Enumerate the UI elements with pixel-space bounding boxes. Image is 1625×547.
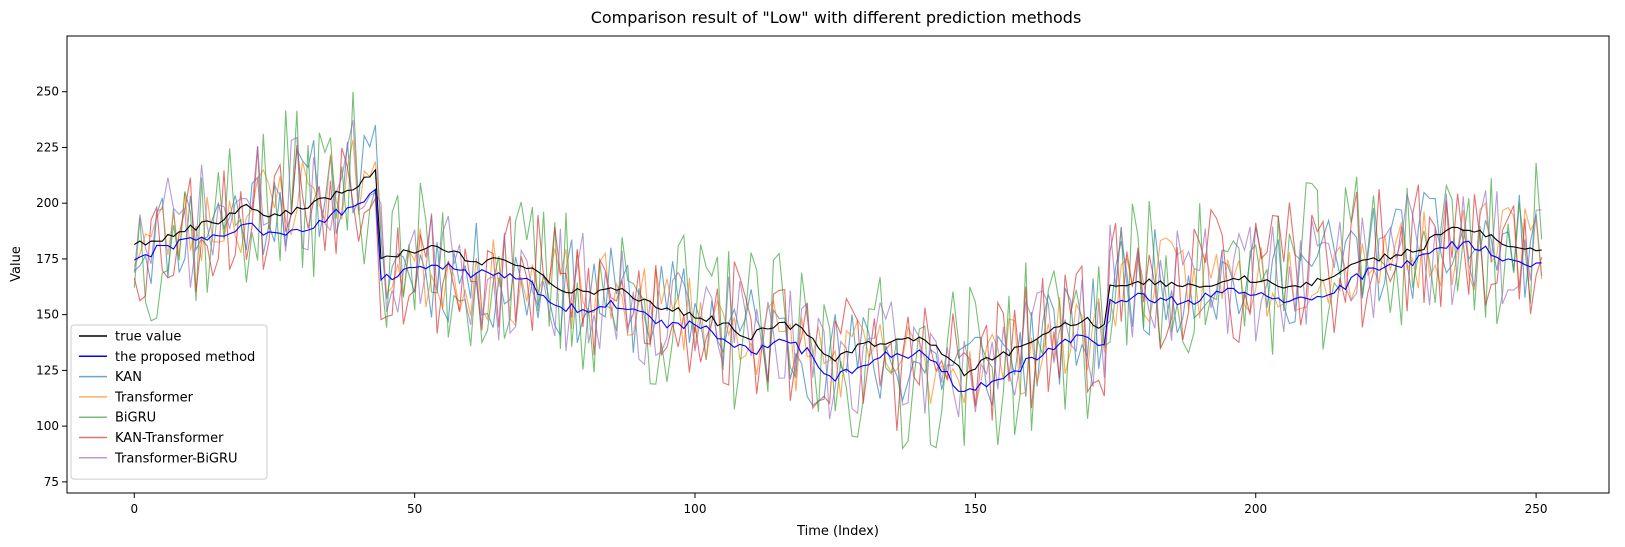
y-tick-label: 150 (36, 308, 59, 322)
series-line-kan (133, 124, 1543, 407)
plot-frame (66, 35, 1610, 494)
y-tick-label: 200 (36, 196, 59, 210)
legend-box (70, 324, 268, 480)
legend-label-transformer: Transformer (114, 390, 194, 405)
legend-label-the-proposed-method: the proposed method (115, 350, 255, 365)
legend-label-kan: KAN (115, 370, 142, 385)
y-tick-label: 125 (36, 363, 59, 377)
x-tick-label: 200 (1244, 502, 1267, 516)
legend-label-bigru: BiGRU (115, 411, 156, 426)
y-axis: 75 100 125 150 175 200 225 250 (36, 85, 67, 489)
series-group (133, 91, 1543, 451)
legend: true value the proposed method KAN Transfor… (70, 324, 268, 480)
y-tick-label: 250 (36, 85, 59, 99)
x-axis: 0 50 100 150 200 250 (130, 493, 1548, 516)
chart-title: Comparison result of "Low" with differen… (591, 8, 1082, 27)
series-line-true-value (134, 168, 1542, 377)
x-tick-label: 250 (1525, 502, 1548, 516)
legend-label-transformer-bigru: Transformer-BiGRU (114, 451, 238, 466)
y-tick-label: 175 (36, 252, 59, 266)
x-tick-label: 100 (684, 502, 707, 516)
series-line-transformer-bigru (133, 120, 1542, 420)
x-axis-title: Time (Index) (796, 524, 879, 539)
series-line-the-proposed-method (134, 188, 1542, 392)
y-tick-label: 225 (36, 140, 59, 154)
series-line-bigru (133, 91, 1543, 451)
x-tick-label: 50 (407, 502, 422, 516)
y-tick-label: 100 (36, 419, 59, 433)
x-tick-label: 150 (964, 502, 987, 516)
y-tick-label: 75 (44, 475, 59, 489)
legend-label-kan-transformer: KAN-Transformer (115, 431, 224, 446)
y-axis-title: Value (9, 246, 24, 282)
legend-label-true-value: true value (115, 330, 181, 345)
x-tick-label: 0 (130, 502, 138, 516)
